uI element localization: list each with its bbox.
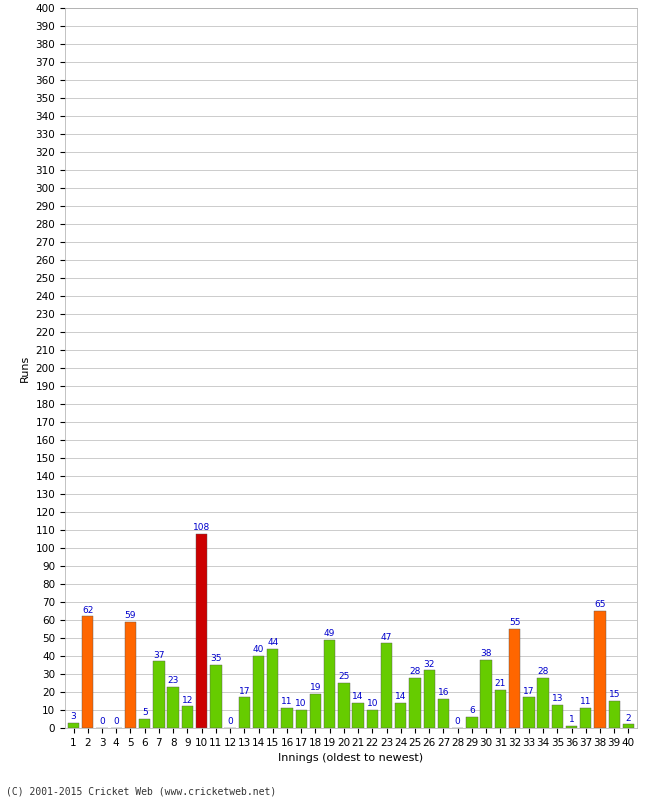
Text: 21: 21 [495,679,506,688]
Text: 0: 0 [455,718,461,726]
Text: 44: 44 [267,638,278,647]
Bar [125,622,136,728]
Text: 17: 17 [239,686,250,696]
Text: 15: 15 [608,690,620,699]
Text: 16: 16 [437,688,449,698]
Bar [281,708,292,728]
Text: 10: 10 [296,699,307,708]
Bar [296,710,307,728]
Text: (C) 2001-2015 Cricket Web (www.cricketweb.net): (C) 2001-2015 Cricket Web (www.cricketwe… [6,786,277,796]
Text: 14: 14 [352,692,364,701]
Bar [608,701,620,728]
Bar [324,640,335,728]
Text: 0: 0 [99,718,105,726]
Bar [580,708,592,728]
Bar [267,649,278,728]
Text: 28: 28 [538,667,549,676]
Text: 19: 19 [309,683,321,692]
Text: 12: 12 [182,696,193,705]
X-axis label: Innings (oldest to newest): Innings (oldest to newest) [278,754,424,763]
Text: 47: 47 [381,633,392,642]
Text: 25: 25 [338,672,350,682]
Text: 28: 28 [410,667,421,676]
Text: 13: 13 [552,694,563,703]
Text: 11: 11 [281,698,292,706]
Text: 17: 17 [523,686,534,696]
Text: 2: 2 [626,714,631,722]
Bar [523,698,534,728]
Bar [381,643,392,728]
Bar [338,683,350,728]
Bar [495,690,506,728]
Bar [196,534,207,728]
Text: 65: 65 [594,600,606,610]
Text: 59: 59 [125,611,136,620]
Bar [538,678,549,728]
Text: 49: 49 [324,629,335,638]
Text: 14: 14 [395,692,406,701]
Bar [509,629,520,728]
Text: 10: 10 [367,699,378,708]
Bar [466,718,478,728]
Bar [239,698,250,728]
Text: 5: 5 [142,708,148,718]
Bar [623,725,634,728]
Bar [253,656,264,728]
Text: 1: 1 [569,715,575,725]
Bar [168,686,179,728]
Bar [594,611,606,728]
Bar [438,699,449,728]
Text: 55: 55 [509,618,521,627]
Text: 23: 23 [168,676,179,685]
Y-axis label: Runs: Runs [20,354,30,382]
Bar [410,678,421,728]
Bar [68,722,79,728]
Text: 62: 62 [82,606,94,614]
Bar [310,694,321,728]
Text: 37: 37 [153,650,164,659]
Bar [210,665,222,728]
Bar [552,705,563,728]
Bar [82,617,94,728]
Bar [182,706,193,728]
Text: 108: 108 [193,523,210,532]
Bar [352,703,364,728]
Text: 11: 11 [580,698,592,706]
Text: 3: 3 [71,712,77,721]
Text: 32: 32 [424,659,435,669]
Bar [153,662,164,728]
Bar [367,710,378,728]
Bar [395,703,406,728]
Bar [566,726,577,728]
Bar [139,719,150,728]
Text: 0: 0 [227,718,233,726]
Text: 35: 35 [210,654,222,663]
Text: 6: 6 [469,706,474,715]
Text: 0: 0 [113,718,119,726]
Text: 40: 40 [253,645,264,654]
Bar [424,670,435,728]
Bar [480,659,492,728]
Text: 38: 38 [480,649,492,658]
